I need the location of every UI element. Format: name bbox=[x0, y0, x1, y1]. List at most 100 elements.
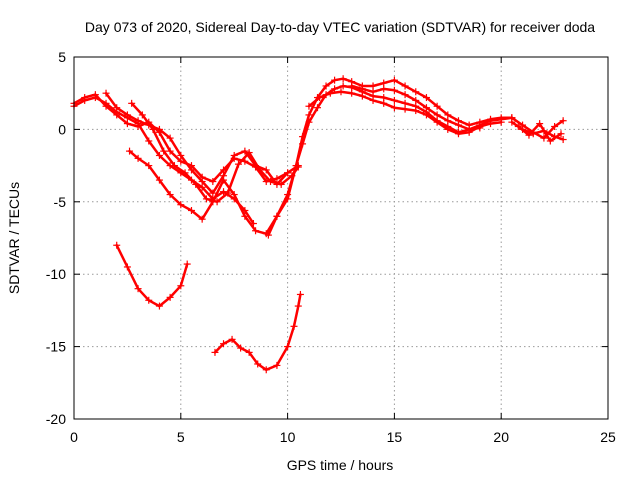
data-point bbox=[209, 198, 217, 206]
data-point bbox=[262, 166, 270, 174]
data-point bbox=[380, 85, 388, 93]
data-point bbox=[241, 147, 249, 155]
x-tick-label: 25 bbox=[600, 429, 616, 445]
data-point bbox=[294, 302, 302, 310]
data-point bbox=[273, 212, 281, 220]
data-point bbox=[134, 154, 142, 162]
data-point bbox=[422, 94, 430, 102]
data-point bbox=[508, 118, 516, 126]
data-point bbox=[113, 241, 121, 249]
x-tick-label: 15 bbox=[387, 429, 403, 445]
data-point bbox=[123, 120, 131, 128]
data-point bbox=[228, 335, 236, 343]
data-point bbox=[128, 99, 136, 107]
data-point bbox=[256, 166, 264, 174]
data-point bbox=[444, 125, 452, 133]
data-point bbox=[412, 96, 420, 104]
data-point bbox=[546, 137, 554, 145]
data-point bbox=[102, 89, 110, 97]
data-point bbox=[245, 348, 253, 356]
data-point bbox=[267, 178, 275, 186]
data-point bbox=[305, 111, 313, 119]
data-point bbox=[145, 296, 153, 304]
data-point bbox=[166, 134, 174, 142]
data-point bbox=[284, 343, 292, 351]
data-point bbox=[422, 104, 430, 112]
data-point bbox=[331, 76, 339, 84]
data-point bbox=[433, 111, 441, 119]
data-point bbox=[254, 360, 262, 368]
data-point bbox=[559, 136, 567, 144]
data-point bbox=[358, 92, 366, 100]
data-point bbox=[337, 88, 345, 96]
data-point bbox=[155, 302, 163, 310]
y-tick-label: 5 bbox=[58, 49, 66, 65]
data-point bbox=[358, 85, 366, 93]
data-point bbox=[422, 111, 430, 119]
series-sat-d bbox=[128, 99, 302, 206]
data-point bbox=[209, 178, 217, 186]
x-tick-label: 0 bbox=[70, 429, 78, 445]
data-point bbox=[166, 147, 174, 155]
data-point bbox=[134, 285, 142, 293]
data-point bbox=[134, 117, 142, 125]
data-point bbox=[138, 111, 146, 119]
data-point bbox=[390, 104, 398, 112]
data-point bbox=[145, 162, 153, 170]
data-point bbox=[348, 89, 356, 97]
data-point bbox=[536, 120, 544, 128]
x-axis-label: GPS time / hours bbox=[287, 457, 394, 473]
data-point bbox=[241, 212, 249, 220]
data-point bbox=[102, 102, 110, 110]
data-point bbox=[454, 121, 462, 129]
data-point bbox=[273, 361, 281, 369]
data-point bbox=[262, 366, 270, 374]
data-point bbox=[81, 94, 89, 102]
data-point bbox=[155, 176, 163, 184]
data-point bbox=[412, 107, 420, 115]
data-point bbox=[326, 89, 334, 97]
data-point bbox=[305, 102, 313, 110]
data-point bbox=[149, 125, 157, 133]
data-point bbox=[211, 348, 219, 356]
y-tick-label: -20 bbox=[46, 411, 66, 427]
data-point bbox=[316, 94, 324, 102]
data-point bbox=[444, 117, 452, 125]
data-point bbox=[348, 82, 356, 90]
data-point bbox=[155, 125, 163, 133]
data-point bbox=[252, 227, 260, 235]
data-point bbox=[145, 137, 153, 145]
series-line bbox=[72, 96, 255, 225]
series-sat-l bbox=[113, 241, 191, 310]
y-tick-label: -5 bbox=[54, 194, 67, 210]
data-point bbox=[540, 134, 548, 142]
data-point bbox=[284, 169, 292, 177]
data-point bbox=[497, 118, 505, 126]
data-point bbox=[390, 86, 398, 94]
data-point bbox=[166, 293, 174, 301]
data-point bbox=[187, 206, 195, 214]
data-point bbox=[245, 149, 253, 157]
data-point bbox=[166, 191, 174, 199]
series-sat-h bbox=[348, 82, 484, 133]
data-point bbox=[322, 82, 330, 90]
data-point bbox=[433, 118, 441, 126]
data-point bbox=[401, 91, 409, 99]
data-point bbox=[198, 215, 206, 223]
series-line bbox=[213, 293, 302, 372]
data-point bbox=[299, 133, 307, 141]
series-sat-k bbox=[514, 120, 565, 145]
data-point bbox=[557, 130, 565, 138]
series-sat-a bbox=[70, 94, 257, 228]
data-point bbox=[91, 91, 99, 99]
data-point bbox=[476, 124, 484, 132]
data-point bbox=[454, 130, 462, 138]
data-point bbox=[155, 151, 163, 159]
data-point bbox=[123, 263, 131, 271]
data-point bbox=[160, 147, 168, 155]
series-sat-b bbox=[70, 91, 292, 186]
data-point bbox=[292, 162, 300, 170]
series-line bbox=[115, 243, 189, 308]
data-point bbox=[177, 282, 185, 290]
data-point bbox=[237, 344, 245, 352]
